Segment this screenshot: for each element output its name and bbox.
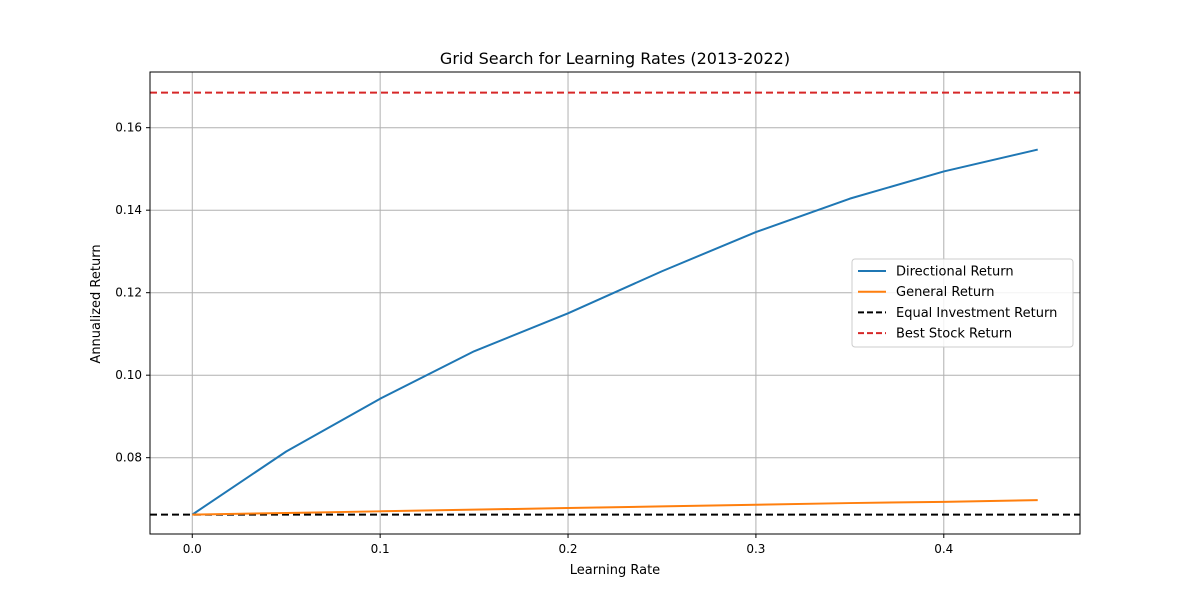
series-line <box>191 148 1038 516</box>
axis-ticks: 0.0 0.1 0.2 0.3 0.4 0.08 0.10 0.12 0.14 0.16 <box>115 121 953 556</box>
legend: Directional Return General Return Equal In… <box>851 258 1074 348</box>
y-axis-label: Annualized Return <box>89 244 104 363</box>
grid-lines <box>150 72 1080 534</box>
legend-label: Equal Investment Return <box>896 306 1057 321</box>
y-tick-label: 0.16 <box>115 121 142 135</box>
series-line <box>192 499 1038 516</box>
y-tick-label: 0.14 <box>115 203 142 217</box>
y-tick-label: 0.10 <box>115 368 142 382</box>
chart-title: Grid Search for Learning Rates (2013-202… <box>440 49 790 68</box>
legend-label: Directional Return <box>896 265 1014 280</box>
x-tick-label: 0.1 <box>371 542 390 556</box>
data-series <box>191 148 1038 516</box>
x-tick-label: 0.2 <box>558 542 577 556</box>
legend-box <box>851 258 1074 348</box>
x-tick-label: 0.0 <box>183 542 202 556</box>
x-tick-label: 0.3 <box>746 542 765 556</box>
x-tick-label: 0.4 <box>934 542 953 556</box>
y-tick-label: 0.12 <box>115 286 142 300</box>
x-axis-label: Learning Rate <box>570 563 660 578</box>
legend-label: Best Stock Return <box>896 327 1012 342</box>
legend-label: General Return <box>896 285 995 300</box>
y-tick-label: 0.08 <box>115 451 142 465</box>
plot-frame <box>149 71 1081 535</box>
reference-lines <box>150 91 1080 516</box>
